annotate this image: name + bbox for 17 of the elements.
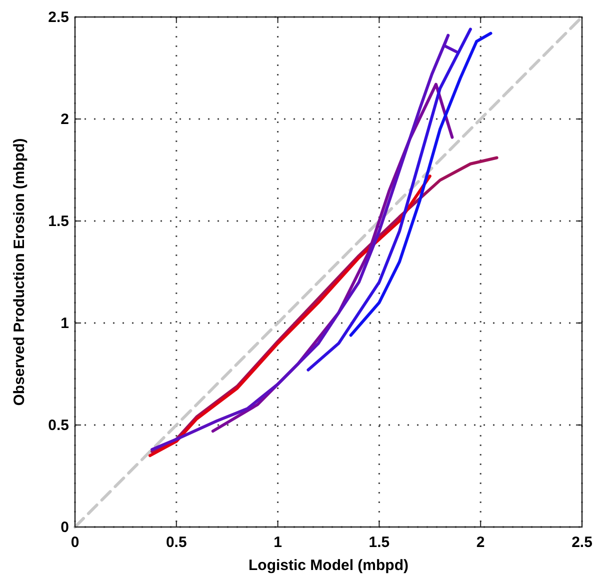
x-tick-label: 2.5 — [572, 534, 592, 551]
line-series — [349, 32, 492, 337]
y-tick-label: 1 — [60, 315, 69, 332]
y-tick-label: 2 — [60, 111, 69, 128]
x-tick-label: 1 — [274, 534, 282, 551]
y-tick-label: 0 — [60, 519, 69, 536]
line-series — [306, 28, 472, 372]
x-tick-label: 2 — [476, 534, 485, 551]
x-tick-label: 1.5 — [368, 534, 390, 551]
line-series — [150, 34, 458, 451]
x-tick-label: 0.5 — [166, 534, 187, 551]
x-axis-title: Logistic Model (mbpd) — [248, 557, 408, 574]
line-series — [148, 174, 432, 458]
y-tick-label: 0.5 — [48, 417, 69, 434]
y-axis-title: Observed Production Erosion (mbpd) — [11, 138, 28, 406]
y-tick-label: 2.5 — [48, 9, 69, 26]
y-tick-label: 1.5 — [48, 213, 69, 230]
